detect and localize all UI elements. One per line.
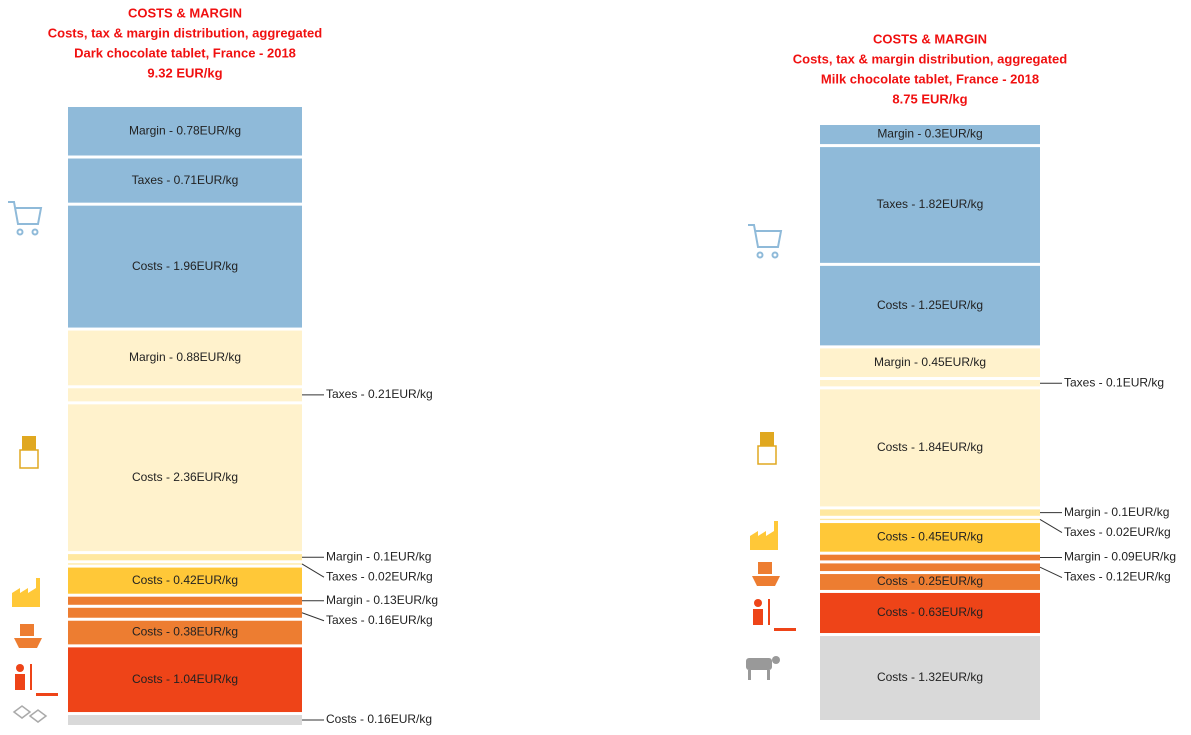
- segment: [820, 554, 1040, 561]
- cart-icon: [748, 224, 783, 259]
- segment-label: Taxes - 0.02EUR/kg: [1064, 525, 1171, 539]
- segment-label: Taxes - 1.82EUR/kg: [877, 197, 984, 211]
- segment-label: Costs - 0.25EUR/kg: [877, 574, 983, 588]
- chart-subtitle: Dark chocolate tablet, France - 2018: [74, 45, 296, 60]
- sugar-icon: [12, 705, 48, 723]
- segment: [68, 205, 302, 328]
- segment: [68, 107, 302, 156]
- chart-subtitle: Costs, tax & margin distribution, aggreg…: [793, 51, 1068, 66]
- segment: [820, 265, 1040, 346]
- leader-line: [301, 612, 325, 622]
- segment: [820, 574, 1040, 590]
- segment-label: Costs - 0.38EUR/kg: [132, 625, 238, 639]
- segment: [68, 647, 302, 713]
- segment-label: Taxes - 0.16EUR/kg: [326, 613, 433, 627]
- segment-label: Costs - 1.96EUR/kg: [132, 259, 238, 273]
- segment-label: Margin - 0.45EUR/kg: [874, 355, 986, 369]
- farmer-icon: [753, 599, 796, 631]
- segment: [820, 125, 1040, 145]
- chart-title: COSTS & MARGIN: [128, 5, 242, 20]
- segment: [820, 147, 1040, 263]
- segment-label: Margin - 0.09EUR/kg: [1064, 550, 1176, 564]
- segment: [820, 389, 1040, 507]
- leader-line: [1039, 518, 1063, 534]
- segment-label: Margin - 0.1EUR/kg: [1064, 505, 1169, 519]
- tablet-icon: [757, 432, 777, 465]
- segment-label: Costs - 1.84EUR/kg: [877, 440, 983, 454]
- chart-subtitle: 8.75 EUR/kg: [892, 91, 967, 106]
- factory-icon: [12, 578, 40, 607]
- segment-label: Costs - 0.45EUR/kg: [877, 530, 983, 544]
- ship-icon: [14, 624, 42, 648]
- tablet-icon: [19, 436, 39, 469]
- segment: [68, 554, 302, 561]
- segment: [820, 523, 1040, 552]
- segment-label: Margin - 0.88EUR/kg: [129, 350, 241, 364]
- segment: [68, 715, 302, 725]
- segment-label: Taxes - 0.21EUR/kg: [326, 387, 433, 401]
- chart-title: COSTS & MARGIN: [873, 31, 987, 46]
- segment-label: Taxes - 0.1EUR/kg: [1064, 375, 1164, 389]
- chart-subtitle: 9.32 EUR/kg: [147, 65, 222, 80]
- segment: [68, 388, 302, 402]
- cow-icon: [746, 656, 780, 680]
- segment: [820, 348, 1040, 378]
- segment-label: Margin - 0.3EUR/kg: [877, 127, 982, 141]
- segment: [820, 563, 1040, 572]
- segment-label: Taxes - 0.71EUR/kg: [132, 173, 239, 187]
- segment: [68, 567, 302, 594]
- segment: [820, 509, 1040, 516]
- segment-label: Costs - 0.16EUR/kg: [326, 712, 432, 726]
- chart-subtitle: Costs, tax & margin distribution, aggreg…: [48, 25, 323, 40]
- segment-label: Margin - 0.13EUR/kg: [326, 593, 438, 607]
- segment-label: Costs - 1.04EUR/kg: [132, 672, 238, 686]
- chart-subtitle: Milk chocolate tablet, France - 2018: [821, 71, 1039, 86]
- segment: [820, 380, 1040, 387]
- cart-icon: [8, 201, 43, 236]
- segment-label: Costs - 1.32EUR/kg: [877, 670, 983, 684]
- ship-icon: [752, 562, 780, 586]
- segment-label: Costs - 0.63EUR/kg: [877, 605, 983, 619]
- segment-label: Taxes - 0.12EUR/kg: [1064, 570, 1171, 584]
- segment: [68, 607, 302, 618]
- segment: [68, 563, 302, 565]
- segment-label: Costs - 2.36EUR/kg: [132, 470, 238, 484]
- leader-line: [301, 563, 325, 578]
- leader-line: [1039, 566, 1063, 579]
- factory-icon: [750, 521, 778, 550]
- segment: [68, 330, 302, 386]
- segment-label: Taxes - 0.02EUR/kg: [326, 569, 433, 583]
- segment: [820, 518, 1040, 521]
- segment-label: Costs - 0.42EUR/kg: [132, 573, 238, 587]
- segment: [820, 592, 1040, 634]
- segment-label: Margin - 0.1EUR/kg: [326, 549, 431, 563]
- segment: [820, 636, 1040, 720]
- segment: [68, 404, 302, 552]
- segment-label: Costs - 1.25EUR/kg: [877, 298, 983, 312]
- farmer-icon: [15, 664, 58, 696]
- segment: [68, 158, 302, 203]
- segment: [68, 596, 302, 605]
- segment: [68, 620, 302, 645]
- segment-label: Margin - 0.78EUR/kg: [129, 123, 241, 137]
